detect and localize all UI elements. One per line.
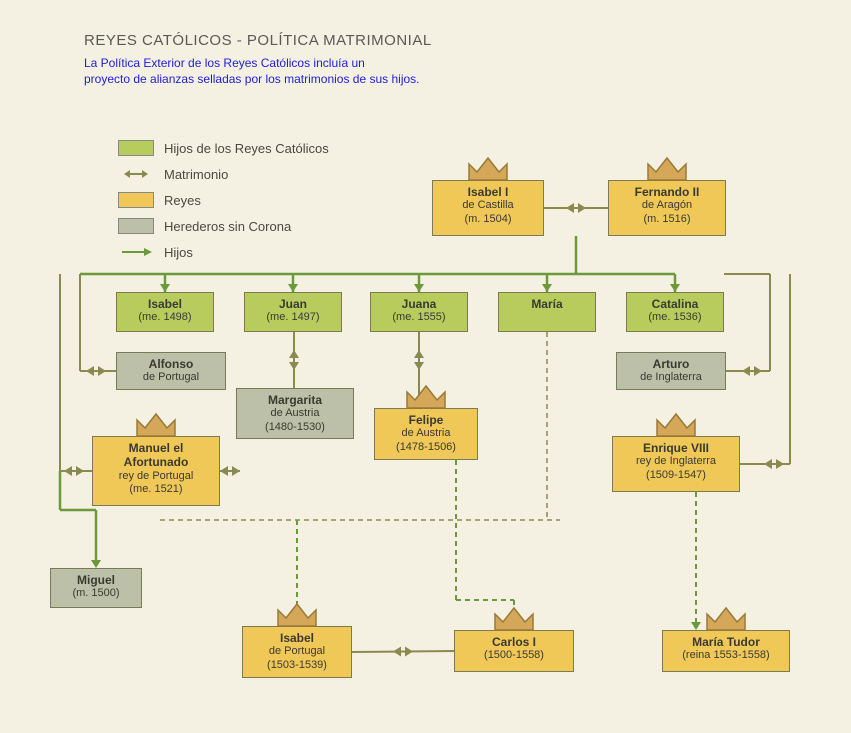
node-name: Isabel — [123, 297, 207, 311]
node-date: (1500-1558) — [461, 649, 567, 662]
node-name: Felipe — [381, 413, 471, 427]
node-miguel: Miguel(m. 1500) — [50, 568, 142, 608]
crown-icon — [644, 154, 690, 182]
node-isabel: Isabel(me. 1498) — [116, 292, 214, 332]
node-date: (1503-1539) — [249, 659, 345, 672]
subtitle-line2: proyecto de alianzas selladas por los ma… — [84, 72, 420, 86]
legend-row-offspring: Hijos — [118, 240, 329, 264]
crown-icon — [703, 604, 749, 632]
marriage-icon — [118, 166, 154, 182]
node-name: Carlos I — [461, 635, 567, 649]
node-juan: Juan(me. 1497) — [244, 292, 342, 332]
node-isabel_pt: Isabelde Portugal(1503-1539) — [242, 626, 352, 678]
node-name: Juan — [251, 297, 335, 311]
crown-icon — [491, 604, 537, 632]
node-date: (me. 1498) — [123, 311, 207, 324]
node-sub: de Portugal — [123, 371, 219, 384]
node-felipe: Felipede Austria(1478-1506) — [374, 408, 478, 460]
node-sub: de Austria — [243, 407, 347, 420]
node-name: Isabel — [249, 631, 345, 645]
node-juana: Juana(me. 1555) — [370, 292, 468, 332]
node-arturo: Arturode Inglaterra — [616, 352, 726, 390]
node-name: María Tudor — [669, 635, 783, 649]
node-name: María — [505, 297, 589, 311]
node-name: Isabel I — [439, 185, 537, 199]
node-name: Fernando II — [615, 185, 719, 199]
node-name: Enrique VIII — [619, 441, 733, 455]
legend-label-marriage: Matrimonio — [164, 167, 228, 182]
legend-swatch-heirs — [118, 218, 154, 234]
legend-row-children: Hijos de los Reyes Católicos — [118, 136, 329, 160]
legend-row-marriage: Matrimonio — [118, 162, 329, 186]
node-carlos: Carlos I(1500-1558) — [454, 630, 574, 672]
node-fernando_ii: Fernando IIde Aragón(m. 1516) — [608, 180, 726, 236]
node-date: (m. 1516) — [615, 213, 719, 226]
node-sub: de Austria — [381, 427, 471, 440]
node-isabel_i: Isabel Ide Castilla(m. 1504) — [432, 180, 544, 236]
node-name: Alfonso — [123, 357, 219, 371]
legend-row-heirs: Herederos sin Corona — [118, 214, 329, 238]
node-sub: de Castilla — [439, 199, 537, 212]
page-subtitle: La Política Exterior de los Reyes Católi… — [84, 56, 420, 87]
legend-label-offspring: Hijos — [164, 245, 193, 260]
node-sub: rey de Portugal — [99, 470, 213, 483]
node-name: Manuel el Afortunado — [99, 441, 213, 470]
crown-icon — [653, 410, 699, 438]
legend-row-monarchs: Reyes — [118, 188, 329, 212]
legend-label-heirs: Herederos sin Corona — [164, 219, 291, 234]
node-name: Arturo — [623, 357, 719, 371]
legend: Hijos de los Reyes Católicos Matrimonio … — [118, 136, 329, 266]
offspring-arrow-icon — [118, 244, 154, 260]
node-sub: de Inglaterra — [623, 371, 719, 384]
node-alfonso: Alfonsode Portugal — [116, 352, 226, 390]
crown-icon — [133, 410, 179, 438]
node-date: (me. 1555) — [377, 311, 461, 324]
node-date: (1478-1506) — [381, 441, 471, 454]
legend-label-children: Hijos de los Reyes Católicos — [164, 141, 329, 156]
node-date: (1509-1547) — [619, 469, 733, 482]
node-date: (m. 1500) — [57, 587, 135, 600]
node-date: (me. 1536) — [633, 311, 717, 324]
node-date: (reina 1553-1558) — [669, 649, 783, 662]
title-text: REYES CATÓLICOS - POLÍTICA MATRIMONIAL — [84, 32, 432, 49]
legend-label-monarchs: Reyes — [164, 193, 201, 208]
page-title: REYES CATÓLICOS - POLÍTICA MATRIMONIAL — [84, 32, 432, 49]
node-catalina: Catalina(me. 1536) — [626, 292, 724, 332]
crown-icon — [274, 600, 320, 628]
node-margarita: Margaritade Austria(1480-1530) — [236, 388, 354, 439]
node-date: (1480-1530) — [243, 421, 347, 434]
node-name: Catalina — [633, 297, 717, 311]
node-sub: rey de Inglaterra — [619, 455, 733, 468]
crown-icon — [465, 154, 511, 182]
node-name: Juana — [377, 297, 461, 311]
node-manuel: Manuel el Afortunadorey de Portugal(me. … — [92, 436, 220, 506]
node-enrique: Enrique VIIIrey de Inglaterra(1509-1547) — [612, 436, 740, 492]
subtitle-line1: La Política Exterior de los Reyes Católi… — [84, 56, 365, 70]
legend-swatch-children — [118, 140, 154, 156]
node-sub: de Portugal — [249, 645, 345, 658]
node-name: Miguel — [57, 573, 135, 587]
legend-swatch-monarchs — [118, 192, 154, 208]
node-date: (m. 1504) — [439, 213, 537, 226]
node-maria: María — [498, 292, 596, 332]
crown-icon — [403, 382, 449, 410]
node-sub: de Aragón — [615, 199, 719, 212]
node-date: (me. 1497) — [251, 311, 335, 324]
node-name: Margarita — [243, 393, 347, 407]
node-maria_tudor: María Tudor(reina 1553-1558) — [662, 630, 790, 672]
node-date: (me. 1521) — [99, 483, 213, 496]
